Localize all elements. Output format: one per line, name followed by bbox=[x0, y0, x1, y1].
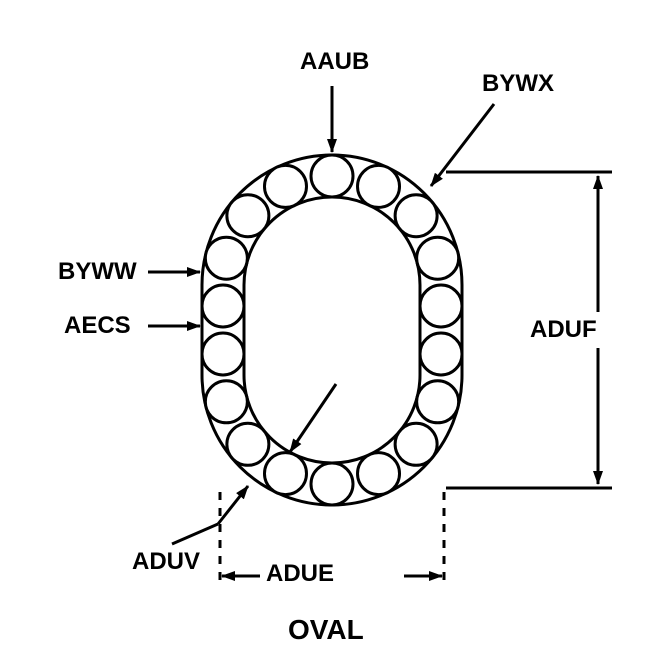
track-circle bbox=[395, 195, 437, 237]
track-circle bbox=[420, 333, 462, 375]
arrow-bywx bbox=[431, 104, 494, 186]
track-circle bbox=[202, 285, 244, 327]
track-circle bbox=[264, 453, 306, 495]
arrow-aduv-tip bbox=[218, 486, 248, 524]
arrow-aduv-inner bbox=[290, 384, 336, 452]
track-circle bbox=[417, 381, 459, 423]
track-circle bbox=[417, 237, 459, 279]
track-circle bbox=[311, 155, 353, 197]
track-circle bbox=[227, 195, 269, 237]
track-circle bbox=[202, 333, 244, 375]
track-circle bbox=[311, 463, 353, 505]
arrow-aduv-leader bbox=[172, 524, 218, 544]
track-circle bbox=[358, 453, 400, 495]
track-circle bbox=[395, 423, 437, 465]
track-circle bbox=[205, 381, 247, 423]
track-circle bbox=[227, 423, 269, 465]
dim-aduf bbox=[446, 172, 612, 488]
track-circle bbox=[205, 237, 247, 279]
track-circle bbox=[358, 165, 400, 207]
circle-ring bbox=[202, 155, 462, 505]
track-circle bbox=[264, 165, 306, 207]
track-circle bbox=[420, 285, 462, 327]
diagram-svg bbox=[0, 0, 664, 665]
